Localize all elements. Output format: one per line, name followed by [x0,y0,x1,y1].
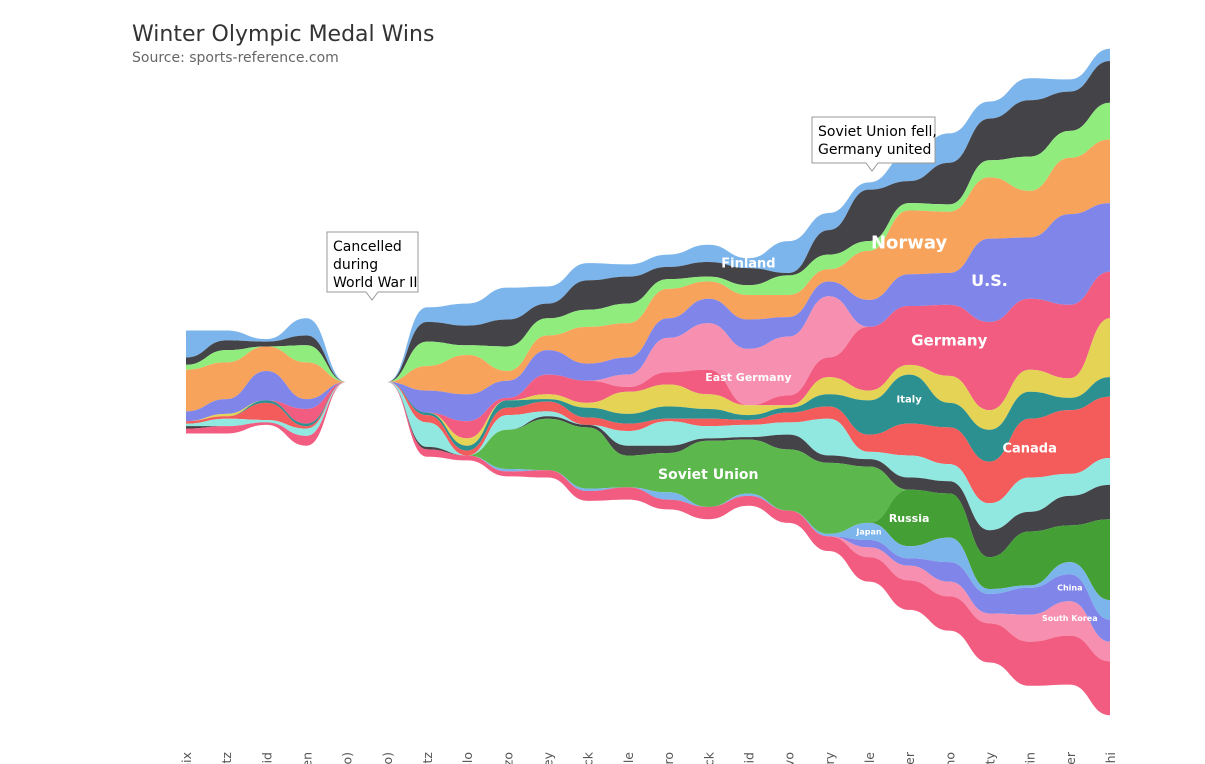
stream-band [186,48,1110,383]
x-tick-label: 1988 Calgary [822,751,837,764]
annotation-text: Cancelled [333,239,402,255]
x-tick-label: 1968 Grenoble [621,752,636,764]
series-label: Canada [1002,442,1056,457]
x-tick-label: 1928 St. Moritz [219,752,234,764]
annotation-box [811,116,936,172]
x-tick-label: 2010 Vancouver [1063,751,1078,764]
stream-band [186,203,1110,422]
stream-band [186,382,1110,531]
series-label: Soviet Union [658,467,758,483]
annotation-text: Soviet Union fell, [818,124,937,140]
x-tick-label: 1924 Chamonix [179,752,194,764]
chart-subtitle: Source: sports-reference.com [132,50,339,66]
x-tick-label: 1952 Oslo [460,752,475,764]
annotation-text: World War II [333,275,418,291]
x-tick-label: 1998 Nagano [942,752,957,764]
annotation-text: during [333,257,378,273]
x-tick-label: 1964 Innsbruck [581,751,596,764]
series-label: Norway [871,233,948,254]
series-label: Japan [855,527,882,536]
series-label: China [1057,584,1082,593]
stream-band [186,382,1110,601]
x-tick-label: 1984 Sarajevo [782,752,797,764]
stream-band [186,382,1110,558]
x-tick-label: 2006 Turin [1023,752,1038,764]
x-tick-label: 1972 Sapporo [661,752,676,764]
series-label: Germany [911,332,987,350]
x-tick-label: 1994 Lillehammer [902,751,917,764]
x-tick-label: 2002 Salt Lake City [982,751,997,764]
series-label: U.S. [971,271,1008,290]
series-labels: Finland Norway U.S. East Germany Germany Ital… [658,233,1098,624]
stream-band [186,382,1110,716]
stream-band [186,271,1110,439]
stream-band [186,382,1110,504]
series-label: South Korea [1042,614,1098,623]
x-tick-label: 1940 Cancelled (Sapporo) [340,752,355,764]
stream-area [186,48,1110,716]
annotation-text: Germany united [818,142,931,158]
x-tick-label: 1944 Cancelled (Cortina d'Ampezzo) [380,752,395,764]
x-tick-label: 1980 Lake Placid [741,752,756,764]
x-tick-label: 1976 Innsbruck [701,751,716,764]
stream-band [186,382,1110,662]
stream-band [186,318,1110,446]
annotation-box [326,231,419,301]
chart-title: Winter Olympic Medal Wins [132,22,434,47]
x-tick-label: 1960 Squaw Valley [541,751,556,764]
x-axis: 1924 Chamonix 1928 St. Moritz 1932 Lake Pl… [179,751,1118,764]
series-label: Russia [889,512,930,525]
stream-band [186,374,1110,462]
x-tick-label: 1932 Lake Placid [259,752,274,764]
x-tick-label: 2014 Sochi [1103,752,1118,764]
x-tick-label: 1936 Garmisch-Partenkirchen [300,752,315,764]
series-label: Italy [897,395,923,406]
annotations: Cancelled during World War II Soviet Union … [326,116,937,301]
series-label: East Germany [705,371,791,384]
x-tick-label: 1948 St. Moritz [420,752,435,764]
x-tick-label: 1956 Cortina d'Ampezzo [500,752,515,764]
series-label: Finland [721,257,775,272]
x-tick-label: 1992 Albertville [862,752,877,764]
